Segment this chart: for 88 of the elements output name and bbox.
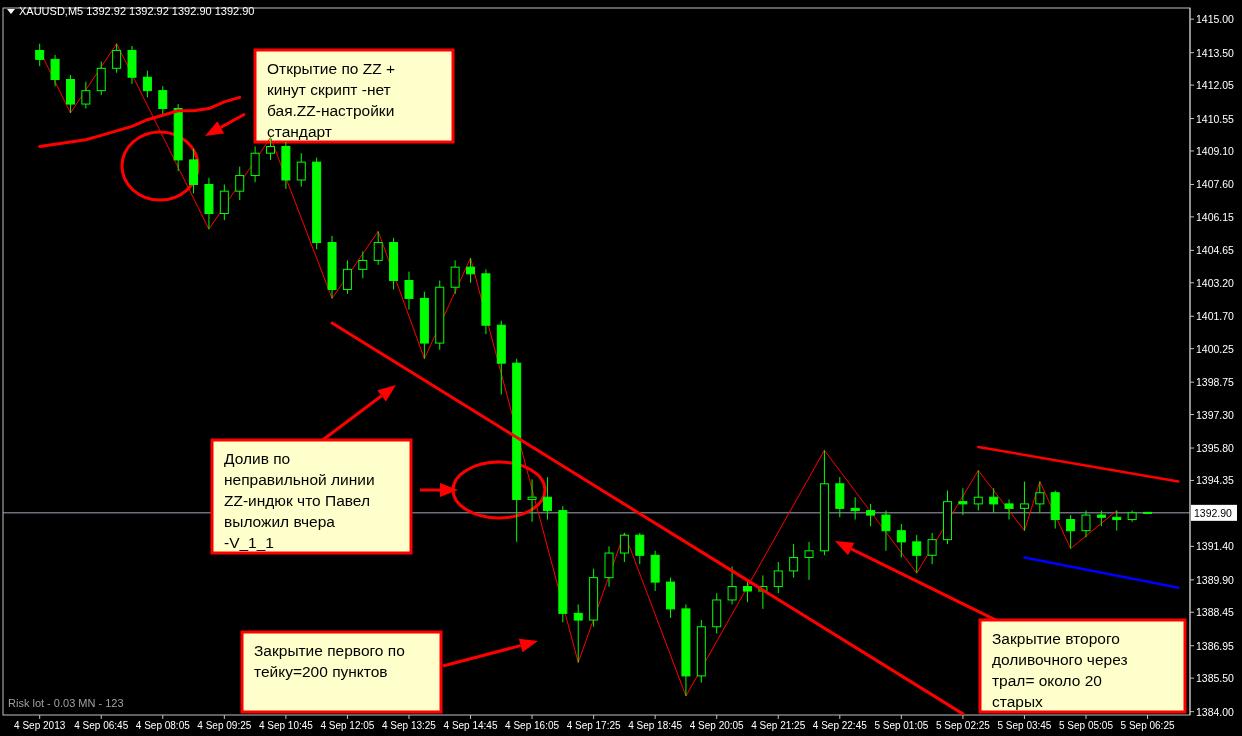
x-tick-label: 4 Sep 16:05 (505, 720, 560, 731)
candlestick (50, 54, 60, 87)
y-tick-label: 1404.65 (1196, 244, 1235, 257)
y-tick-label: 1395.80 (1196, 442, 1235, 455)
x-tick-label: 4 Sep 22:45 (812, 720, 868, 731)
candlestick (1035, 481, 1045, 514)
candlestick (342, 259, 352, 295)
candlestick (404, 271, 414, 311)
y-tick-label: 1397.30 (1196, 408, 1235, 421)
y-tick-label: 1388.45 (1196, 606, 1235, 619)
annotation: Risk lot - 0.03 MN - 123 (8, 697, 124, 709)
candlestick (789, 543, 799, 579)
x-tick-label: 5 Sep 02:25 (935, 720, 991, 731)
candlestick (727, 565, 737, 605)
annotation: Долив по неправильной линии ZZ-индюк что Павел выложил вчера -V_1_1 (224, 450, 375, 551)
y-tick-label: 1400.25 (1196, 342, 1235, 355)
candlestick (927, 532, 937, 565)
x-tick-label: 5 Sep 05:05 (1059, 720, 1114, 731)
x-tick-label: 5 Sep 06:25 (1120, 720, 1175, 731)
candlestick (773, 561, 783, 594)
candlestick (235, 166, 245, 201)
candlestick (573, 603, 583, 664)
ref-line-label: 1392.90 (1194, 506, 1233, 519)
annotation: Закрытие второго доливочного через трал= около 20 старых (992, 630, 1128, 710)
y-tick-label: 1409.10 (1196, 144, 1235, 157)
y-tick-label: 1385.50 (1196, 672, 1235, 685)
candlestick (1112, 510, 1122, 532)
x-tick-label: 4 Sep 13:25 (382, 720, 437, 731)
candlestick (466, 257, 476, 284)
x-tick-label: 4 Sep 06:45 (74, 720, 129, 731)
y-tick-label: 1410.55 (1196, 112, 1235, 125)
x-tick-label: 4 Sep 09:25 (197, 720, 252, 731)
candlestick (358, 250, 368, 279)
candlestick (527, 478, 537, 523)
candlestick (804, 541, 814, 581)
x-tick-label: 5 Sep 03:45 (997, 720, 1052, 731)
y-tick-label: 1389.90 (1196, 573, 1235, 586)
candlestick (219, 183, 229, 221)
candlestick (96, 61, 106, 96)
candlestick (142, 70, 152, 98)
x-tick-label: 4 Sep 20:05 (689, 720, 745, 731)
annotation: Открытие по ZZ + кинут скрипт -нет бая.ZZ-настройки стандарт (267, 60, 395, 140)
chart-title: XAUUSD,M5 1392.92 1392.92 1392.90 1392.90 (19, 5, 255, 17)
candlestick (112, 43, 122, 74)
y-tick-label: 1406.15 (1196, 210, 1235, 223)
y-tick-label: 1412.05 (1196, 79, 1235, 92)
candlestick (450, 259, 460, 295)
candlestick (373, 230, 383, 266)
y-tick-label: 1407.60 (1196, 178, 1235, 191)
y-tick-label: 1413.50 (1196, 46, 1235, 59)
candlestick (866, 503, 876, 527)
x-tick-label: 4 Sep 08:05 (135, 720, 191, 731)
y-tick-label: 1398.75 (1196, 376, 1235, 389)
candlestick (973, 469, 983, 512)
candlestick (1066, 514, 1076, 550)
candlestick (958, 487, 968, 516)
candlestick (881, 510, 891, 552)
x-tick-label: 4 Sep 14:45 (443, 720, 498, 731)
candlestick (81, 81, 91, 110)
y-tick-label: 1386.95 (1196, 639, 1235, 652)
x-tick-label: 4 Sep 18:45 (628, 720, 683, 731)
candlestick (989, 487, 999, 514)
annotation: Закрытие первого по тейку=200 пунктов (254, 642, 405, 680)
candlestick (635, 532, 645, 565)
candlestick (250, 146, 260, 183)
candlestick (158, 85, 168, 116)
candlestick (1019, 481, 1029, 532)
candlestick (35, 43, 45, 67)
candlestick (912, 534, 922, 574)
candlestick (1004, 498, 1014, 521)
y-tick-label: 1394.35 (1196, 474, 1235, 487)
y-tick-label: 1415.00 (1196, 13, 1235, 26)
x-tick-label: 4 Sep 17:25 (566, 720, 622, 731)
x-tick-label: 5 Sep 01:05 (874, 720, 929, 731)
candlestick (542, 476, 552, 521)
x-tick-label: 4 Sep 2013 (14, 720, 66, 731)
y-tick-label: 1401.70 (1196, 310, 1235, 323)
candlestick (850, 496, 860, 521)
candlestick (296, 152, 306, 188)
x-tick-label: 4 Sep 21:25 (751, 720, 806, 731)
x-tick-label: 4 Sep 12:05 (320, 720, 375, 731)
y-tick-label: 1403.20 (1196, 276, 1235, 289)
candlestick (1081, 510, 1091, 538)
y-tick-label: 1391.40 (1196, 540, 1235, 553)
x-tick-label: 4 Sep 10:45 (258, 720, 314, 731)
y-tick-label: 1384.00 (1196, 705, 1235, 718)
candlestick (619, 532, 629, 563)
candlestick (896, 523, 906, 559)
